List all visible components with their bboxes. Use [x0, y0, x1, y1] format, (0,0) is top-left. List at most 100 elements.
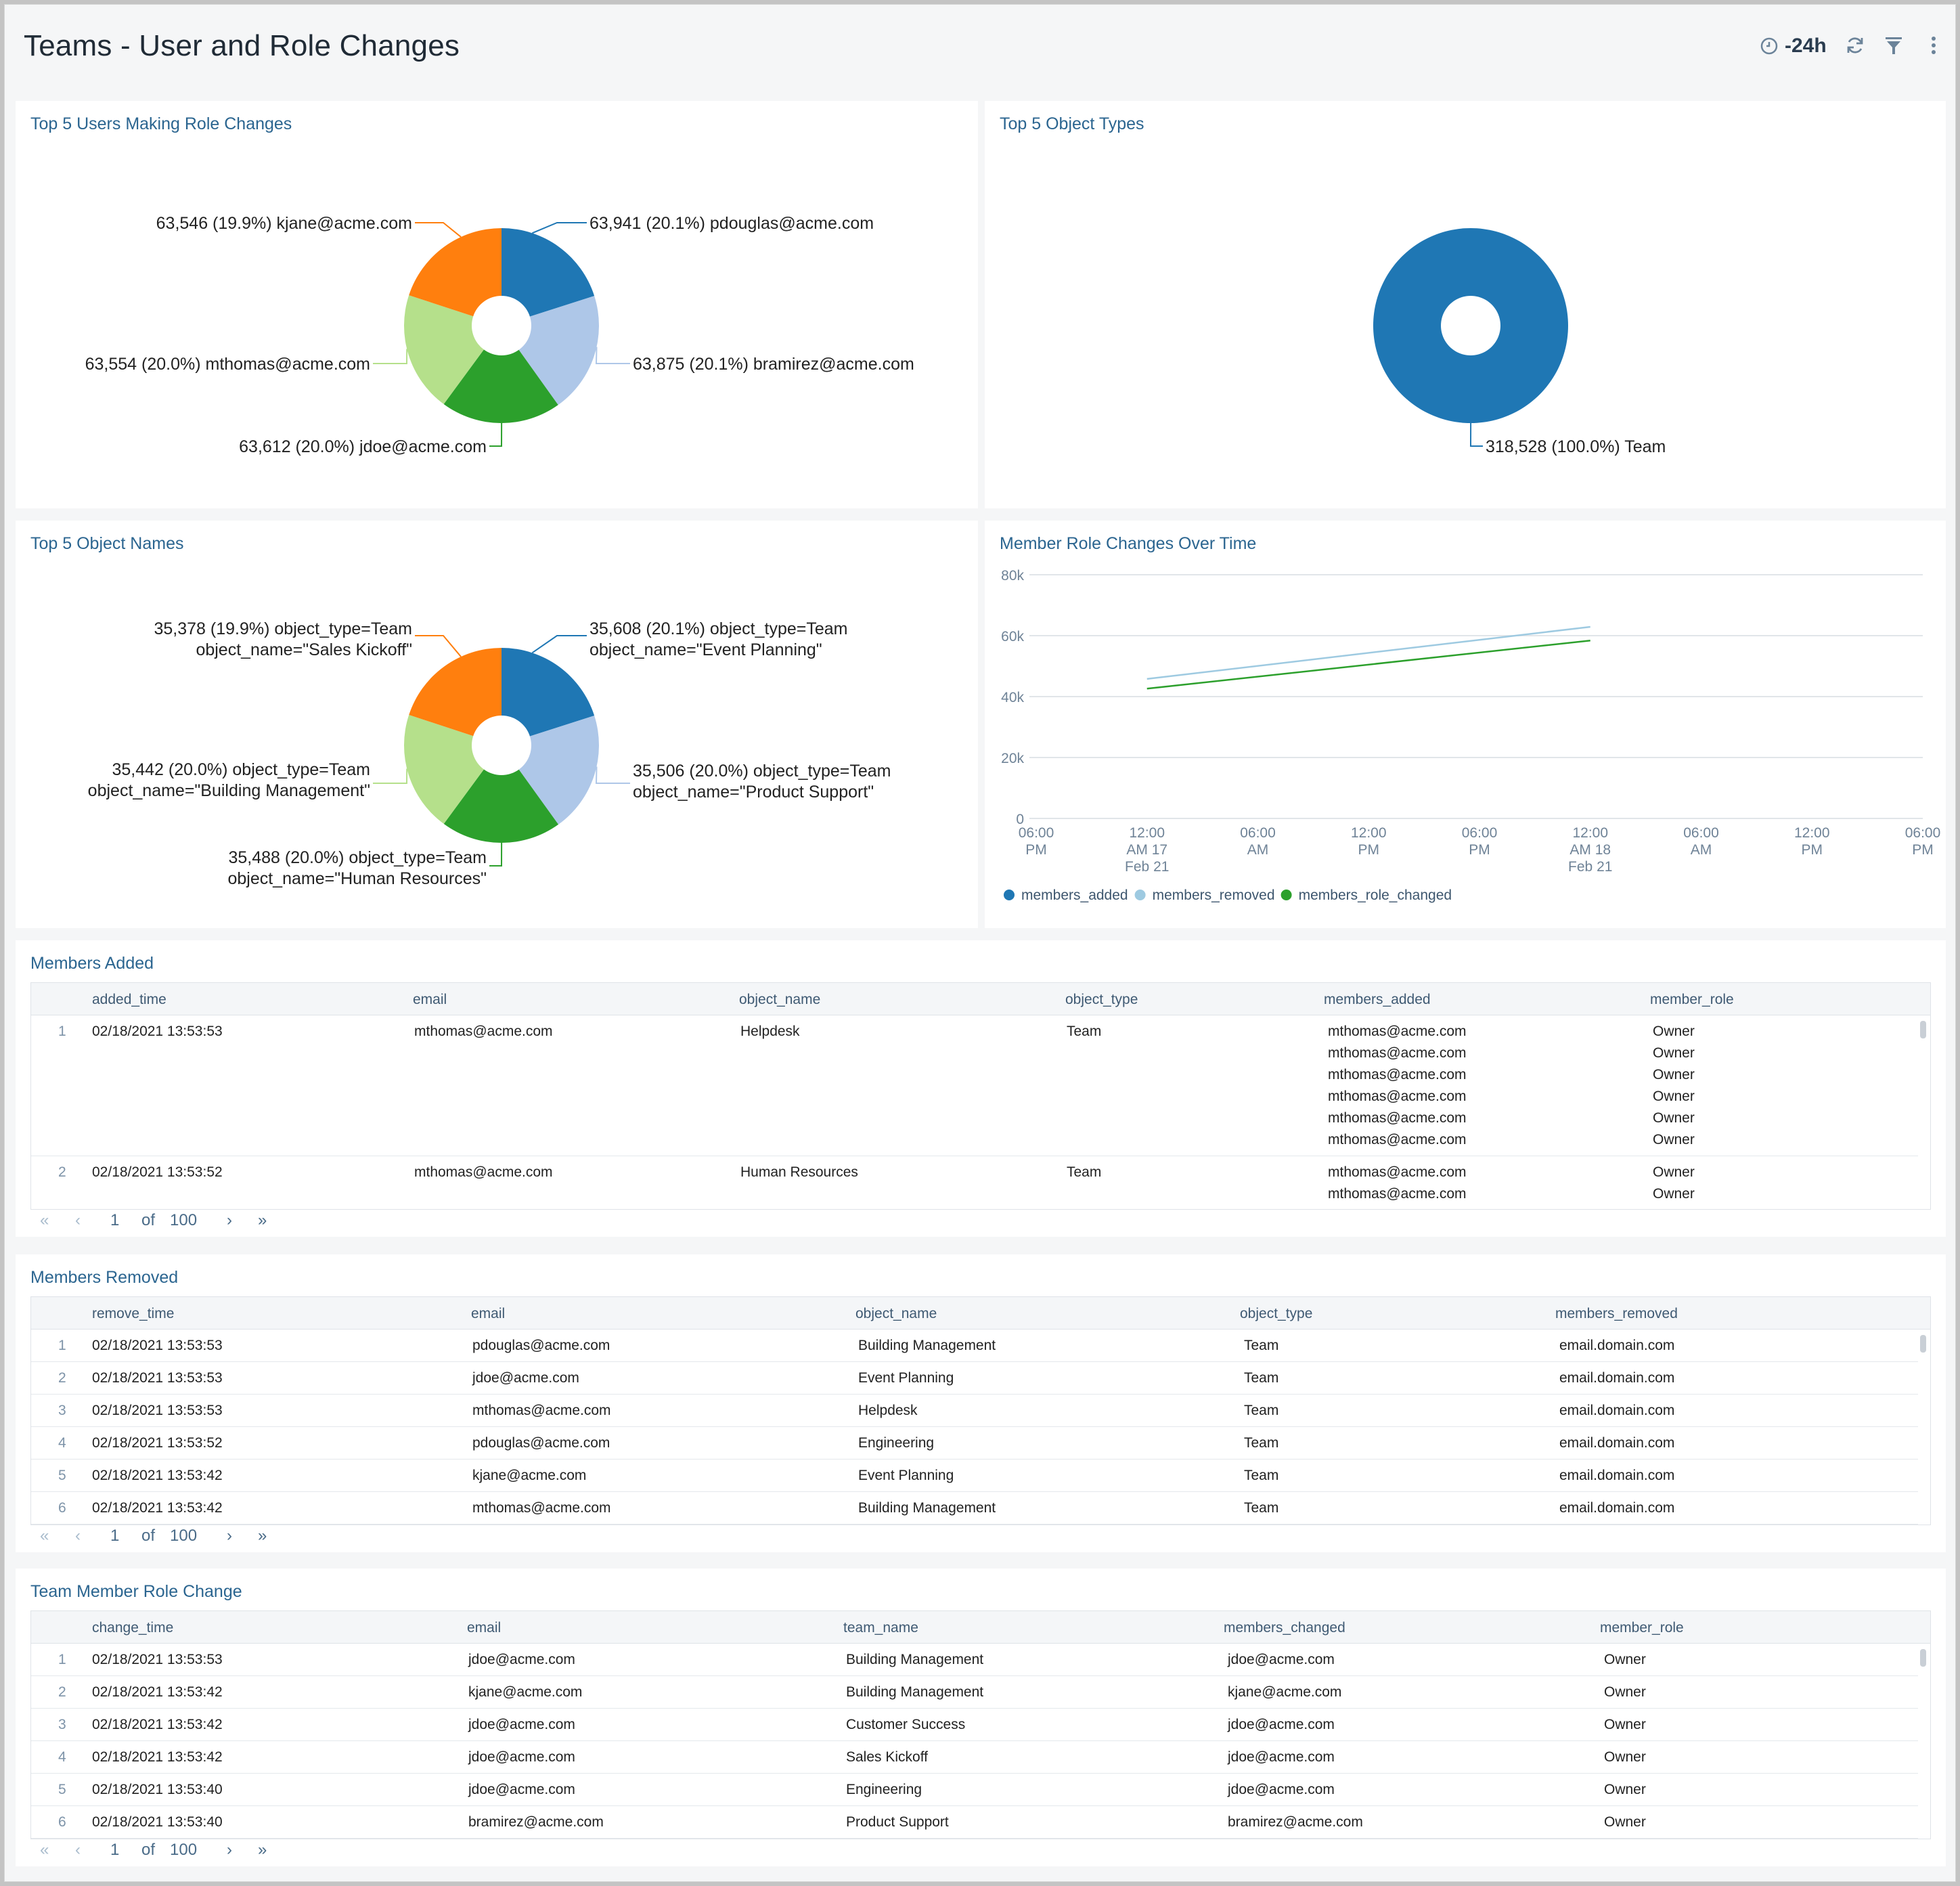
- column-header[interactable]: added_time: [92, 992, 166, 1007]
- filter-icon: [1886, 37, 1902, 54]
- table-row[interactable]: 2 02/18/2021 13:53:52 mthomas@acme.com H…: [31, 1156, 1918, 1209]
- column-header[interactable]: email: [467, 1620, 502, 1636]
- table-row[interactable]: 5 02/18/2021 13:53:40 jdoe@acme.com Enginee…: [31, 1774, 1918, 1806]
- table-row[interactable]: 6 02/18/2021 13:53:40 bramirez@acme.com Pro…: [31, 1806, 1918, 1839]
- pie-label: object_name="Event Planning": [589, 640, 822, 659]
- last-page-icon[interactable]: »: [258, 1841, 267, 1859]
- legend-marker[interactable]: [1004, 890, 1015, 900]
- pie-slice[interactable]: [502, 228, 595, 317]
- first-page-icon[interactable]: «: [40, 1841, 49, 1859]
- more-options-button[interactable]: [1930, 35, 1938, 56]
- email-cell: jdoe@acme.com: [468, 1717, 575, 1732]
- email-cell: mthomas@acme.com: [472, 1500, 611, 1516]
- series-line-members_removed[interactable]: [1146, 626, 1590, 680]
- member-role: Owner: [1653, 1067, 1695, 1082]
- last-page-icon[interactable]: »: [258, 1211, 267, 1229]
- last-page-icon[interactable]: »: [258, 1527, 267, 1545]
- pie-slice[interactable]: [409, 648, 502, 737]
- page-number[interactable]: 1: [110, 1527, 120, 1545]
- filter-button[interactable]: [1884, 35, 1904, 56]
- dashboard-toolbar: -24h: [1752, 35, 1955, 64]
- table-row[interactable]: 3 02/18/2021 13:53:53 mthomas@acme.com Help…: [31, 1395, 1918, 1427]
- legend-label[interactable]: members_added: [1021, 887, 1128, 903]
- column-header[interactable]: member_role: [1600, 1620, 1684, 1636]
- pie-slice[interactable]: [518, 296, 600, 405]
- column-header[interactable]: object_name: [739, 992, 821, 1007]
- page-number[interactable]: 1: [110, 1211, 120, 1229]
- table-scrollbar[interactable]: [1920, 1021, 1926, 1038]
- remove-time-cell: 02/18/2021 13:53:53: [92, 1338, 223, 1353]
- table-scrollbar[interactable]: [1920, 1335, 1926, 1353]
- column-header[interactable]: change_time: [92, 1620, 174, 1636]
- email-cell: kjane@acme.com: [472, 1468, 587, 1483]
- column-header[interactable]: object_name: [855, 1306, 937, 1321]
- refresh-button[interactable]: [1844, 35, 1866, 56]
- prev-page-icon[interactable]: ‹: [75, 1211, 81, 1229]
- column-header[interactable]: members_added: [1324, 992, 1431, 1007]
- more-vertical-icon: [1932, 37, 1936, 54]
- pie-slice[interactable]: [443, 769, 559, 843]
- table-row[interactable]: 2 02/18/2021 13:53:42 kjane@acme.com Buildi…: [31, 1676, 1918, 1709]
- column-header[interactable]: team_name: [843, 1620, 918, 1636]
- object-name-cell: Helpdesk: [858, 1403, 918, 1418]
- panel-title: Members Removed: [30, 1268, 179, 1287]
- column-header[interactable]: object_type: [1240, 1306, 1313, 1321]
- legend-label[interactable]: members_role_changed: [1299, 887, 1452, 903]
- member-role: Owner: [1653, 1045, 1695, 1061]
- page-number[interactable]: 1: [110, 1841, 120, 1859]
- table-scrollbar[interactable]: [1920, 1649, 1926, 1667]
- column-header[interactable]: members_changed: [1224, 1620, 1345, 1636]
- table-row[interactable]: 1 02/18/2021 13:53:53 mthomas@acme.com H…: [31, 1015, 1918, 1156]
- prev-page-icon[interactable]: ‹: [75, 1841, 81, 1859]
- x-tick-label: PM: [1802, 842, 1823, 858]
- table-body: 1 02/18/2021 13:53:53 mthomas@acme.com H…: [31, 1015, 1918, 1209]
- pie-slice[interactable]: [443, 349, 558, 423]
- pie-slice[interactable]: [518, 716, 599, 825]
- table-row[interactable]: 6 02/18/2021 13:53:42 mthomas@acme.com Buil…: [31, 1492, 1918, 1525]
- pie-slice[interactable]: [1373, 228, 1568, 423]
- members-added-cell: mthomas@acme.com mthomas@acme.com: [1328, 1164, 1467, 1208]
- team-name-cell: Product Support: [846, 1814, 949, 1830]
- series-line-members_role_changed[interactable]: [1146, 639, 1590, 690]
- column-header[interactable]: remove_time: [92, 1306, 175, 1321]
- object-type-cell: Team: [1244, 1338, 1279, 1353]
- table-row[interactable]: 2 02/18/2021 13:53:53 jdoe@acme.com Event P…: [31, 1362, 1918, 1395]
- pie-label: object_name="Sales Kickoff": [196, 640, 412, 659]
- table-row[interactable]: 4 02/18/2021 13:53:52 pdouglas@acme.com Eng…: [31, 1427, 1918, 1460]
- legend-marker[interactable]: [1134, 890, 1146, 900]
- pie-slice[interactable]: [502, 648, 595, 737]
- column-header[interactable]: members_removed: [1555, 1306, 1678, 1321]
- row-index: 3: [58, 1403, 66, 1418]
- pie-slice[interactable]: [403, 714, 484, 825]
- next-page-icon[interactable]: ›: [227, 1527, 232, 1545]
- added-time-cell: 02/18/2021 13:53:53: [92, 1024, 223, 1039]
- object-name-cell: Building Management: [858, 1500, 996, 1516]
- change-time-cell: 02/18/2021 13:53:42: [92, 1749, 223, 1765]
- next-page-icon[interactable]: ›: [227, 1211, 232, 1229]
- first-page-icon[interactable]: «: [40, 1211, 49, 1229]
- object-name-cell: Event Planning: [858, 1370, 954, 1386]
- column-header[interactable]: member_role: [1650, 992, 1734, 1007]
- first-page-icon[interactable]: «: [40, 1527, 49, 1545]
- table-row[interactable]: 1 02/18/2021 13:53:53 jdoe@acme.com Buildin…: [31, 1644, 1918, 1676]
- pie-label: 35,378 (19.9%) object_type=Team: [154, 619, 413, 638]
- column-header[interactable]: object_type: [1065, 992, 1138, 1007]
- next-page-icon[interactable]: ›: [227, 1841, 232, 1859]
- pie-slice[interactable]: [404, 295, 484, 404]
- column-header[interactable]: email: [413, 992, 447, 1007]
- pie-slice[interactable]: [409, 228, 502, 317]
- member-email: mthomas@acme.com: [1328, 1110, 1467, 1126]
- team-name-cell: Building Management: [846, 1684, 984, 1700]
- pie-leader-line: [415, 222, 462, 238]
- legend-marker[interactable]: [1280, 890, 1292, 900]
- table-row[interactable]: 1 02/18/2021 13:53:53 pdouglas@acme.com Bui…: [31, 1330, 1918, 1362]
- object-type-cell: Team: [1067, 1024, 1102, 1039]
- object-name-cell: Event Planning: [858, 1468, 954, 1483]
- column-header[interactable]: email: [471, 1306, 506, 1321]
- prev-page-icon[interactable]: ‹: [75, 1527, 81, 1545]
- table-row[interactable]: 4 02/18/2021 13:53:42 jdoe@acme.com Sales K…: [31, 1741, 1918, 1774]
- time-range-button[interactable]: -24h: [1759, 35, 1827, 58]
- table-row[interactable]: 5 02/18/2021 13:53:42 kjane@acme.com Event …: [31, 1460, 1918, 1492]
- legend-label[interactable]: members_removed: [1153, 887, 1275, 903]
- table-row[interactable]: 3 02/18/2021 13:53:42 jdoe@acme.com Custome…: [31, 1709, 1918, 1741]
